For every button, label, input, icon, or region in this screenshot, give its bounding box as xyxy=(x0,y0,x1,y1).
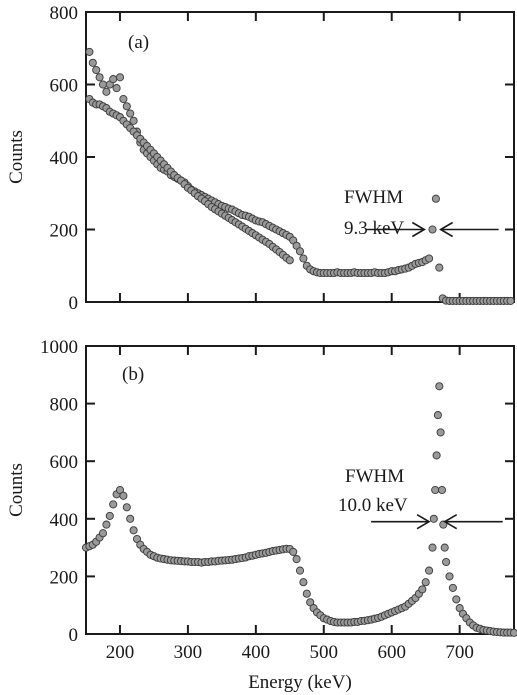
panel-b-ylabel: Counts xyxy=(6,463,27,517)
panel-b-fwhm-arrowhead-left xyxy=(416,513,431,530)
x-axis-title: Energy (keV) xyxy=(248,672,352,693)
panel-a-data-point xyxy=(425,254,434,263)
panel-a-data-point xyxy=(88,58,97,67)
panel-b-x-tick-label: 600 xyxy=(377,642,406,663)
panel-a-label: (a) xyxy=(128,32,149,53)
panel-b-data-point xyxy=(105,511,114,520)
panel-b-fwhm-arrowhead-right xyxy=(443,513,458,530)
panel-a-data-point xyxy=(285,256,294,265)
panel-b-x-tick-label: 200 xyxy=(106,642,135,663)
panel-a-data-point xyxy=(129,116,138,125)
panel-b-data-point xyxy=(109,500,118,509)
panel-b-data-point xyxy=(435,382,444,391)
panel-a-data-point xyxy=(85,47,94,56)
panel-a-y-tick-label: 400 xyxy=(50,148,79,169)
panel-b-data-point xyxy=(129,526,138,535)
panel-a-fwhm-arrowhead-right xyxy=(439,221,454,238)
panel-b-data-point xyxy=(289,547,298,556)
panel-b-y-tick-label: 400 xyxy=(50,510,79,531)
panel-a-data-point xyxy=(109,75,118,84)
panel-b-data-point xyxy=(302,589,311,598)
panel-a-data-point xyxy=(299,254,308,263)
panel-a-data-point xyxy=(431,194,440,203)
panel-b-data-point xyxy=(295,566,305,575)
panel-b-data-point xyxy=(102,520,111,529)
panel-b-y-tick-label: 200 xyxy=(50,567,79,588)
panel-b-data-point xyxy=(452,595,461,604)
panel-a-data-point xyxy=(102,87,111,96)
panel-b-data-point xyxy=(431,485,440,495)
panel-b-data-point xyxy=(433,411,442,420)
panel-a-data-point xyxy=(92,65,101,75)
panel-a-data-point xyxy=(115,73,125,82)
panel-b-data-point xyxy=(429,514,438,523)
panel-b-y-tick-label: 0 xyxy=(69,625,79,646)
panel-b-data-point xyxy=(437,485,447,495)
panel-b-data-point xyxy=(292,555,301,564)
panel-a-y-tick-label: 800 xyxy=(50,3,79,24)
panel-a-data-point xyxy=(435,263,444,272)
panel-b-x-tick-label: 300 xyxy=(174,642,203,663)
panel-b-data-point xyxy=(425,566,434,575)
panel-b-label: (b) xyxy=(122,364,144,385)
panel-b-annot-line1: FWHM xyxy=(345,466,404,487)
panel-a-data-point xyxy=(506,296,515,305)
panel-a-data-point xyxy=(98,80,108,89)
panel-b-data-point xyxy=(428,543,437,552)
panel-b-data-point xyxy=(418,585,427,594)
panel-a-ylabel: Counts xyxy=(6,130,27,184)
panel-b-x-tick-label: 400 xyxy=(242,642,271,663)
panel-b-y-tick-label: 1000 xyxy=(40,337,78,358)
panel-b-data-point xyxy=(299,578,308,587)
panel-b-data-point xyxy=(442,557,451,567)
panel-a-data-point xyxy=(295,247,305,256)
panel-a: (a) Counts FWHM 9.3 keV 0 200 400 600 800 xyxy=(6,3,515,314)
panel-b: (b) Counts Energy (keV) FWHM 10.0 keV 20… xyxy=(6,337,517,693)
panel-b-x-tick-label: 700 xyxy=(445,642,474,663)
panel-b-data-point xyxy=(98,529,108,538)
panel-a-data-point xyxy=(95,73,104,82)
panel-a-data-point xyxy=(428,225,437,234)
panel-a-y-tick-label: 0 xyxy=(69,293,79,314)
panel-b-data-point xyxy=(440,543,449,552)
panel-b-data-point xyxy=(119,491,128,500)
panel-b-data-point xyxy=(448,583,457,592)
panel-b-x-tick-label: 500 xyxy=(310,642,339,663)
panel-b-data-point xyxy=(421,578,430,587)
panel-a-annot-line1: FWHM xyxy=(344,187,403,208)
panel-a-y-tick-label: 200 xyxy=(50,221,79,242)
panel-b-data-point xyxy=(509,628,517,637)
panel-b-data-point xyxy=(432,451,441,460)
panel-b-data-point xyxy=(445,572,454,581)
panel-a-data-point xyxy=(119,94,128,104)
panel-a-y-tick-label: 600 xyxy=(50,76,79,97)
panel-b-y-tick-label: 600 xyxy=(50,452,79,473)
panel-b-data-point xyxy=(122,503,131,512)
panel-b-data-point xyxy=(436,428,445,437)
panel-a-fwhm-arrowhead-left xyxy=(411,221,426,238)
panel-b-frame xyxy=(85,345,515,635)
panel-b-data-point xyxy=(126,514,135,523)
panel-b-y-tick-label: 800 xyxy=(50,395,79,416)
panel-a-data-point xyxy=(112,84,121,93)
panel-a-data-point xyxy=(122,102,131,111)
panel-b-annot-line2: 10.0 keV xyxy=(338,495,408,516)
panel-a-annot-line2: 9.3 keV xyxy=(344,218,404,239)
panel-a-data-point xyxy=(126,109,135,118)
